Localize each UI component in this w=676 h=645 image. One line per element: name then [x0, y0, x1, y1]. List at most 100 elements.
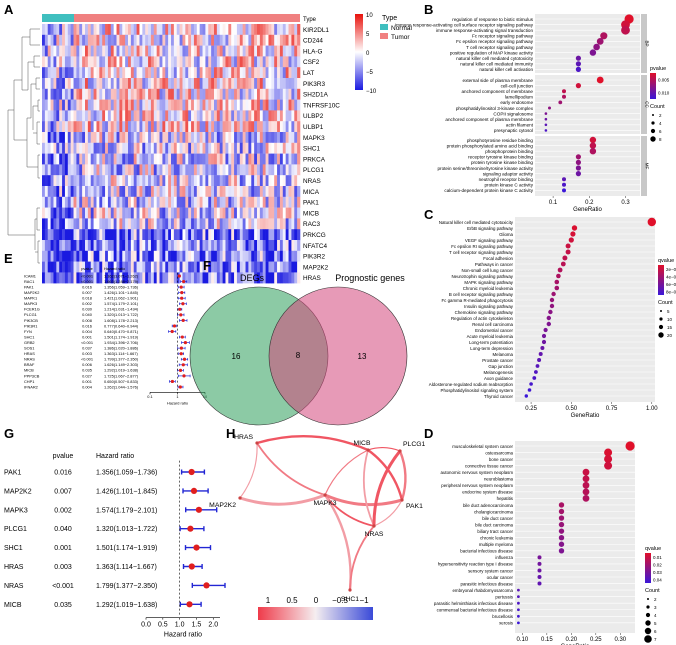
- pvalue-text: 0.007: [82, 290, 92, 295]
- heatmap-cell: [234, 250, 238, 262]
- term-label: protein phosphorylated amino acid bindin…: [447, 143, 534, 148]
- heatmap-cell: [199, 78, 203, 89]
- pvalue-text: 0.003: [54, 564, 72, 571]
- hazard-ratio-point: [179, 285, 183, 289]
- term-label: ErbB signaling pathway: [467, 226, 514, 231]
- hazard-ratio-text: 0.650(0.507−0.833): [104, 379, 139, 384]
- x-tick-label: 1.00: [646, 406, 658, 412]
- heatmap-cell: [159, 153, 163, 165]
- heatmap-cell: [168, 272, 172, 284]
- heatmap-cell: [231, 250, 235, 262]
- hazard-ratio-text: 1.725(1.067−2.877): [104, 373, 139, 378]
- heatmap-cell: [171, 207, 175, 219]
- heatmap-cell: [44, 99, 49, 111]
- heatmap-cell: [67, 99, 71, 111]
- heatmap-cell: [70, 45, 74, 57]
- network-node: [400, 498, 404, 502]
- heatmap-cell: [93, 261, 97, 273]
- heatmap-cell: [119, 218, 123, 230]
- heatmap-cell: [219, 240, 223, 251]
- heatmap-cell: [102, 121, 106, 133]
- heatmap-cell: [182, 88, 186, 100]
- heatmap-cell: [125, 34, 129, 46]
- heatmap-cell: [242, 34, 246, 46]
- heatmap-cell: [73, 67, 77, 79]
- heatmap-cell: [254, 240, 258, 251]
- heatmap-cell: [228, 250, 232, 262]
- gene-name: MAP2K2: [24, 290, 39, 295]
- heatmap-cell: [107, 153, 112, 165]
- term-label: Melanoma: [493, 352, 514, 357]
- heatmap-cell: [133, 218, 137, 230]
- heatmap-cell: [185, 218, 189, 230]
- heatmap-cell: [42, 196, 46, 208]
- heatmap-cell: [47, 142, 51, 154]
- heatmap-cell: [93, 207, 97, 219]
- heatmap-cell: [116, 261, 120, 273]
- heatmap-cell: [76, 78, 80, 89]
- heatmap-cell: [153, 45, 157, 57]
- heatmap-cell: [214, 153, 218, 165]
- heatmap-cell: [165, 132, 169, 143]
- heatmap-cell: [274, 240, 278, 251]
- heatmap-cell: [191, 34, 195, 46]
- heatmap-cell: [231, 24, 235, 35]
- color-legend-tick: 0.010: [658, 91, 670, 96]
- heatmap-cell: [245, 218, 249, 230]
- hazard-ratio-header: Hazard ratio: [96, 453, 134, 460]
- heatmap-cell: [225, 78, 229, 89]
- heatmap-cell: [176, 261, 180, 273]
- correlation-edge: [323, 493, 404, 507]
- heatmap-cell: [136, 121, 140, 133]
- heatmap-cell: [228, 240, 232, 251]
- heatmap-cell: [208, 110, 212, 122]
- heatmap-cell: [254, 67, 258, 79]
- enrichment-dot: [582, 475, 590, 483]
- heatmap-cell: [179, 250, 183, 262]
- heatmap-cell: [42, 186, 46, 197]
- colorbar-tick-label: −0.5: [332, 596, 348, 605]
- heatmap-cell: [148, 272, 152, 284]
- heatmap-cell: [288, 196, 292, 208]
- heatmap-cell: [202, 261, 206, 273]
- heatmap-cell: [268, 88, 272, 100]
- gene-label: ULBP2: [303, 113, 324, 120]
- heatmap-cell: [47, 45, 51, 57]
- heatmap-cell: [87, 218, 92, 230]
- heatmap-cell: [265, 78, 269, 89]
- heatmap-cell: [64, 24, 69, 35]
- heatmap-cell: [236, 24, 241, 35]
- heatmap-cell: [288, 207, 292, 219]
- heatmap-cell: [82, 175, 86, 187]
- heatmap-cell: [96, 272, 100, 284]
- heatmap-cell: [173, 250, 178, 262]
- heatmap-cell: [116, 24, 120, 35]
- heatmap-cell: [242, 186, 246, 197]
- heatmap-cell: [102, 175, 106, 187]
- heatmap-cell: [145, 88, 149, 100]
- heatmap-cell: [44, 164, 49, 176]
- heatmap-cell: [107, 175, 112, 187]
- heatmap-cell: [219, 45, 223, 57]
- heatmap-cell: [87, 132, 92, 143]
- heatmap-cell: [82, 164, 86, 176]
- heatmap-cell: [274, 110, 278, 122]
- heatmap-cell: [148, 175, 152, 187]
- heatmap-cell: [107, 229, 112, 241]
- heatmap-cell: [239, 186, 243, 197]
- heatmap-cell: [73, 99, 77, 111]
- term-label: autonomic nervous system neoplasm: [441, 470, 514, 475]
- heatmap-cell: [59, 175, 63, 187]
- heatmap-cell: [182, 272, 186, 284]
- heatmap-cell: [182, 196, 186, 208]
- heatmap-cell: [165, 218, 169, 230]
- venn-prognostic-circle: [268, 286, 408, 426]
- heatmap-cell: [219, 207, 223, 219]
- heatmap-cell: [159, 67, 163, 79]
- heatmap-cell: [168, 207, 172, 219]
- heatmap-cell: [102, 24, 106, 35]
- heatmap-cell: [82, 153, 86, 165]
- heatmap-cell: [196, 229, 200, 241]
- pvalue-text: 0.016: [82, 284, 92, 289]
- heatmap-cell: [254, 250, 258, 262]
